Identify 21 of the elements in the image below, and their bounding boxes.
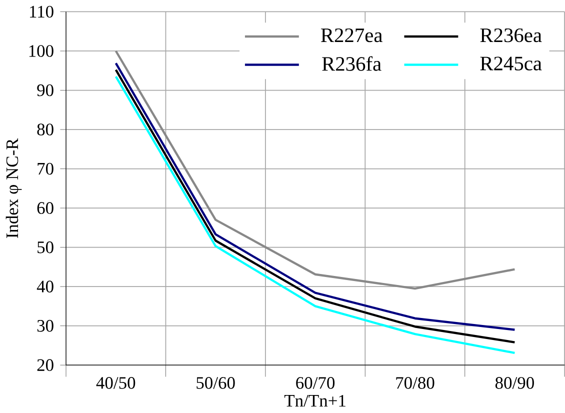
x-tick-label: 40/50 [96,377,136,390]
legend-label: R245ca [480,56,542,71]
x-tick-label: 70/80 [396,377,434,390]
y-tick-label: 60 [37,202,54,214]
y-tick-label: 40 [36,280,54,293]
y-tick-label: 20 [37,359,54,372]
y-tick-label: 50 [38,242,54,254]
legend-label: R236fa [322,56,382,72]
x-tick-label: 60/70 [296,377,335,390]
y-tick-label: 80 [37,124,54,136]
legend-label: R236ea [480,28,542,42]
y-tick-label: 70 [38,163,54,175]
y-tick-label: 110 [30,6,54,18]
x-axis-title: Tn/Tn+1 [284,395,346,407]
y-tick-label: 100 [29,45,54,58]
x-tick-label: 50/60 [196,377,235,390]
y-tick-label: 90 [37,84,54,96]
y-tick-label: 30 [37,320,54,332]
y-axis-title: Index φ NC-R [6,138,22,238]
legend-label: R227ea [320,28,382,42]
x-tick-label: 80/90 [495,377,534,390]
